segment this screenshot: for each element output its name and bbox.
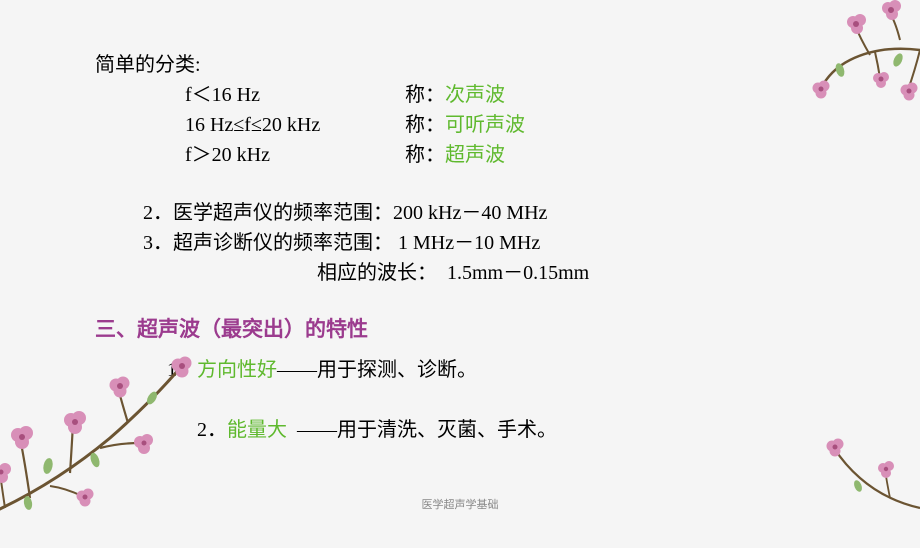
footer-text: 医学超声学基础 xyxy=(422,496,499,512)
wavelength-label: 相应的波长： xyxy=(317,262,447,284)
prefix-text: 称： xyxy=(405,144,445,166)
wave-name: 超声波 xyxy=(445,144,505,166)
item-space xyxy=(287,419,297,441)
freq-range-item-2: 2．医学超声仪的频率范围：200 kHz－40 MHz xyxy=(143,198,920,228)
wave-name: 次声波 xyxy=(445,84,505,106)
flower-decoration-top-right xyxy=(720,0,920,170)
slide-content: 简单的分类: f＜16 Hz称：次声波 16 Hz≤f≤20 kHz称：可听声波… xyxy=(0,0,920,518)
item-description: ——用于探测、诊断。 xyxy=(277,359,477,381)
wavelength-value: 1.5mm－0.15mm xyxy=(447,262,589,284)
range-text: f＜16 Hz xyxy=(185,80,405,110)
range-text: f＞20 kHz xyxy=(185,140,405,170)
prefix-text: 称： xyxy=(405,84,445,106)
range-text: 16 Hz≤f≤20 kHz xyxy=(185,110,405,140)
wavelength-line: 相应的波长： 1.5mm－0.15mm xyxy=(143,258,920,288)
freq-range-item-3: 3．超声诊断仪的频率范围： 1 MHz－10 MHz xyxy=(143,228,920,258)
flower-decoration-bottom-right xyxy=(790,408,920,528)
frequency-ranges-section: 2．医学超声仪的频率范围：200 kHz－40 MHz 3．超声诊断仪的频率范围… xyxy=(95,198,920,288)
flower-decoration-bottom-left xyxy=(0,288,270,548)
wave-name: 可听声波 xyxy=(445,114,525,136)
prefix-text: 称： xyxy=(405,114,445,136)
item-description: ——用于清洗、灭菌、手术。 xyxy=(297,419,557,441)
